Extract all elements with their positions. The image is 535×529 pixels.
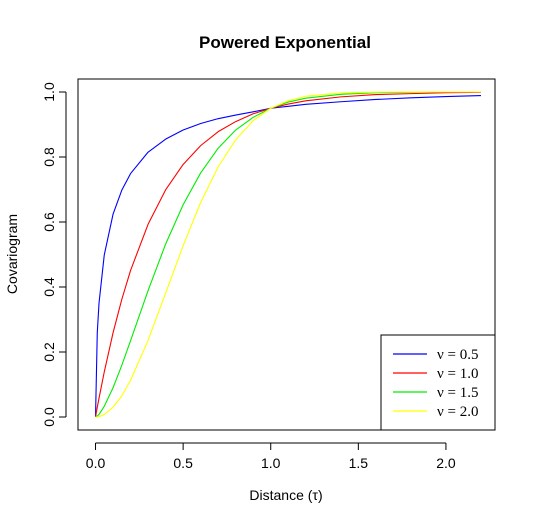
series-line-1 bbox=[94, 95, 481, 418]
series-line-4 bbox=[95, 91, 481, 418]
x-axis: 0.0 0.5 1.0 1.5 2.0 bbox=[86, 442, 456, 471]
legend-label-1: ν = 0.5 bbox=[437, 347, 479, 363]
series-line-2 bbox=[94, 91, 481, 418]
x-tick-label: 2.0 bbox=[436, 455, 456, 471]
legend-box bbox=[380, 334, 496, 431]
y-axis-label: Covariogram bbox=[4, 214, 20, 294]
y-tick-label: 0.2 bbox=[41, 342, 57, 362]
y-tick-label: 0.0 bbox=[41, 407, 57, 427]
x-tick-label: 1.5 bbox=[349, 455, 369, 471]
series-line-3 bbox=[95, 91, 481, 418]
chart-title: Powered Exponential bbox=[199, 33, 371, 52]
x-tick-label: 0.0 bbox=[86, 455, 106, 471]
y-axis: 0.0 0.2 0.4 0.6 0.8 1.0 bbox=[41, 82, 67, 427]
legend-label-2: ν = 1.0 bbox=[437, 366, 479, 382]
x-axis-label: Distance (τ) bbox=[249, 487, 322, 503]
legend: ν = 0.5 ν = 1.0 ν = 1.5 ν = 2.0 bbox=[380, 334, 496, 431]
y-tick-label: 0.6 bbox=[41, 212, 57, 232]
x-tick-label: 1.0 bbox=[261, 455, 281, 471]
y-tick-label: 0.4 bbox=[41, 277, 57, 297]
y-tick-label: 0.8 bbox=[41, 147, 57, 167]
legend-label-3: ν = 1.5 bbox=[437, 385, 479, 401]
series-layer bbox=[94, 91, 481, 418]
legend-label-4: ν = 2.0 bbox=[437, 404, 479, 420]
x-tick-label: 0.5 bbox=[173, 455, 193, 471]
plot-frame bbox=[77, 78, 496, 431]
y-tick-label: 1.0 bbox=[41, 82, 57, 102]
